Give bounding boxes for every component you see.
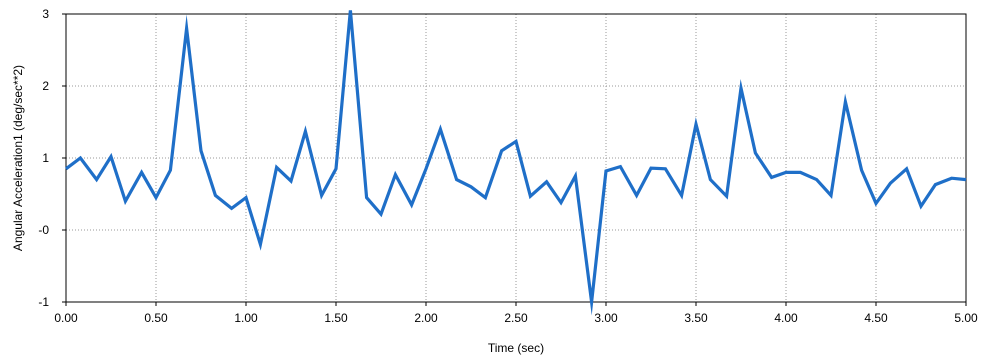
y-tick-label: 2: [42, 79, 49, 93]
x-tick-label: 4.00: [774, 311, 798, 325]
y-axis-label: Angular Acceleration1 (deg/sec**2): [11, 65, 25, 251]
x-tick-label: 0.50: [144, 311, 168, 325]
grid: [66, 14, 966, 302]
x-tick-label: 3.00: [594, 311, 618, 325]
x-tick-label: 1.50: [324, 311, 348, 325]
y-tick-label: 3: [42, 7, 49, 21]
x-tick-label: 4.50: [864, 311, 888, 325]
y-tick-label: -0: [38, 223, 49, 237]
y-tick-label: 1: [42, 151, 49, 165]
x-tick-label: 1.00: [234, 311, 258, 325]
x-tick-label: 2.00: [414, 311, 438, 325]
x-tick-label: 3.50: [684, 311, 708, 325]
y-tick-label: -1: [38, 295, 49, 309]
x-tick-label: 2.50: [504, 311, 528, 325]
series-line: [65, 10, 967, 316]
x-axis-label: Time (sec): [488, 341, 544, 355]
tick-layer: 0.00 0.50 1.00 1.50 2.00 2.50 3.00 3.50 4.00 4.50…: [38, 7, 978, 325]
x-tick-label: 5.00: [954, 311, 978, 325]
series-layer: [65, 10, 967, 316]
x-tick-label: 0.00: [54, 311, 78, 325]
